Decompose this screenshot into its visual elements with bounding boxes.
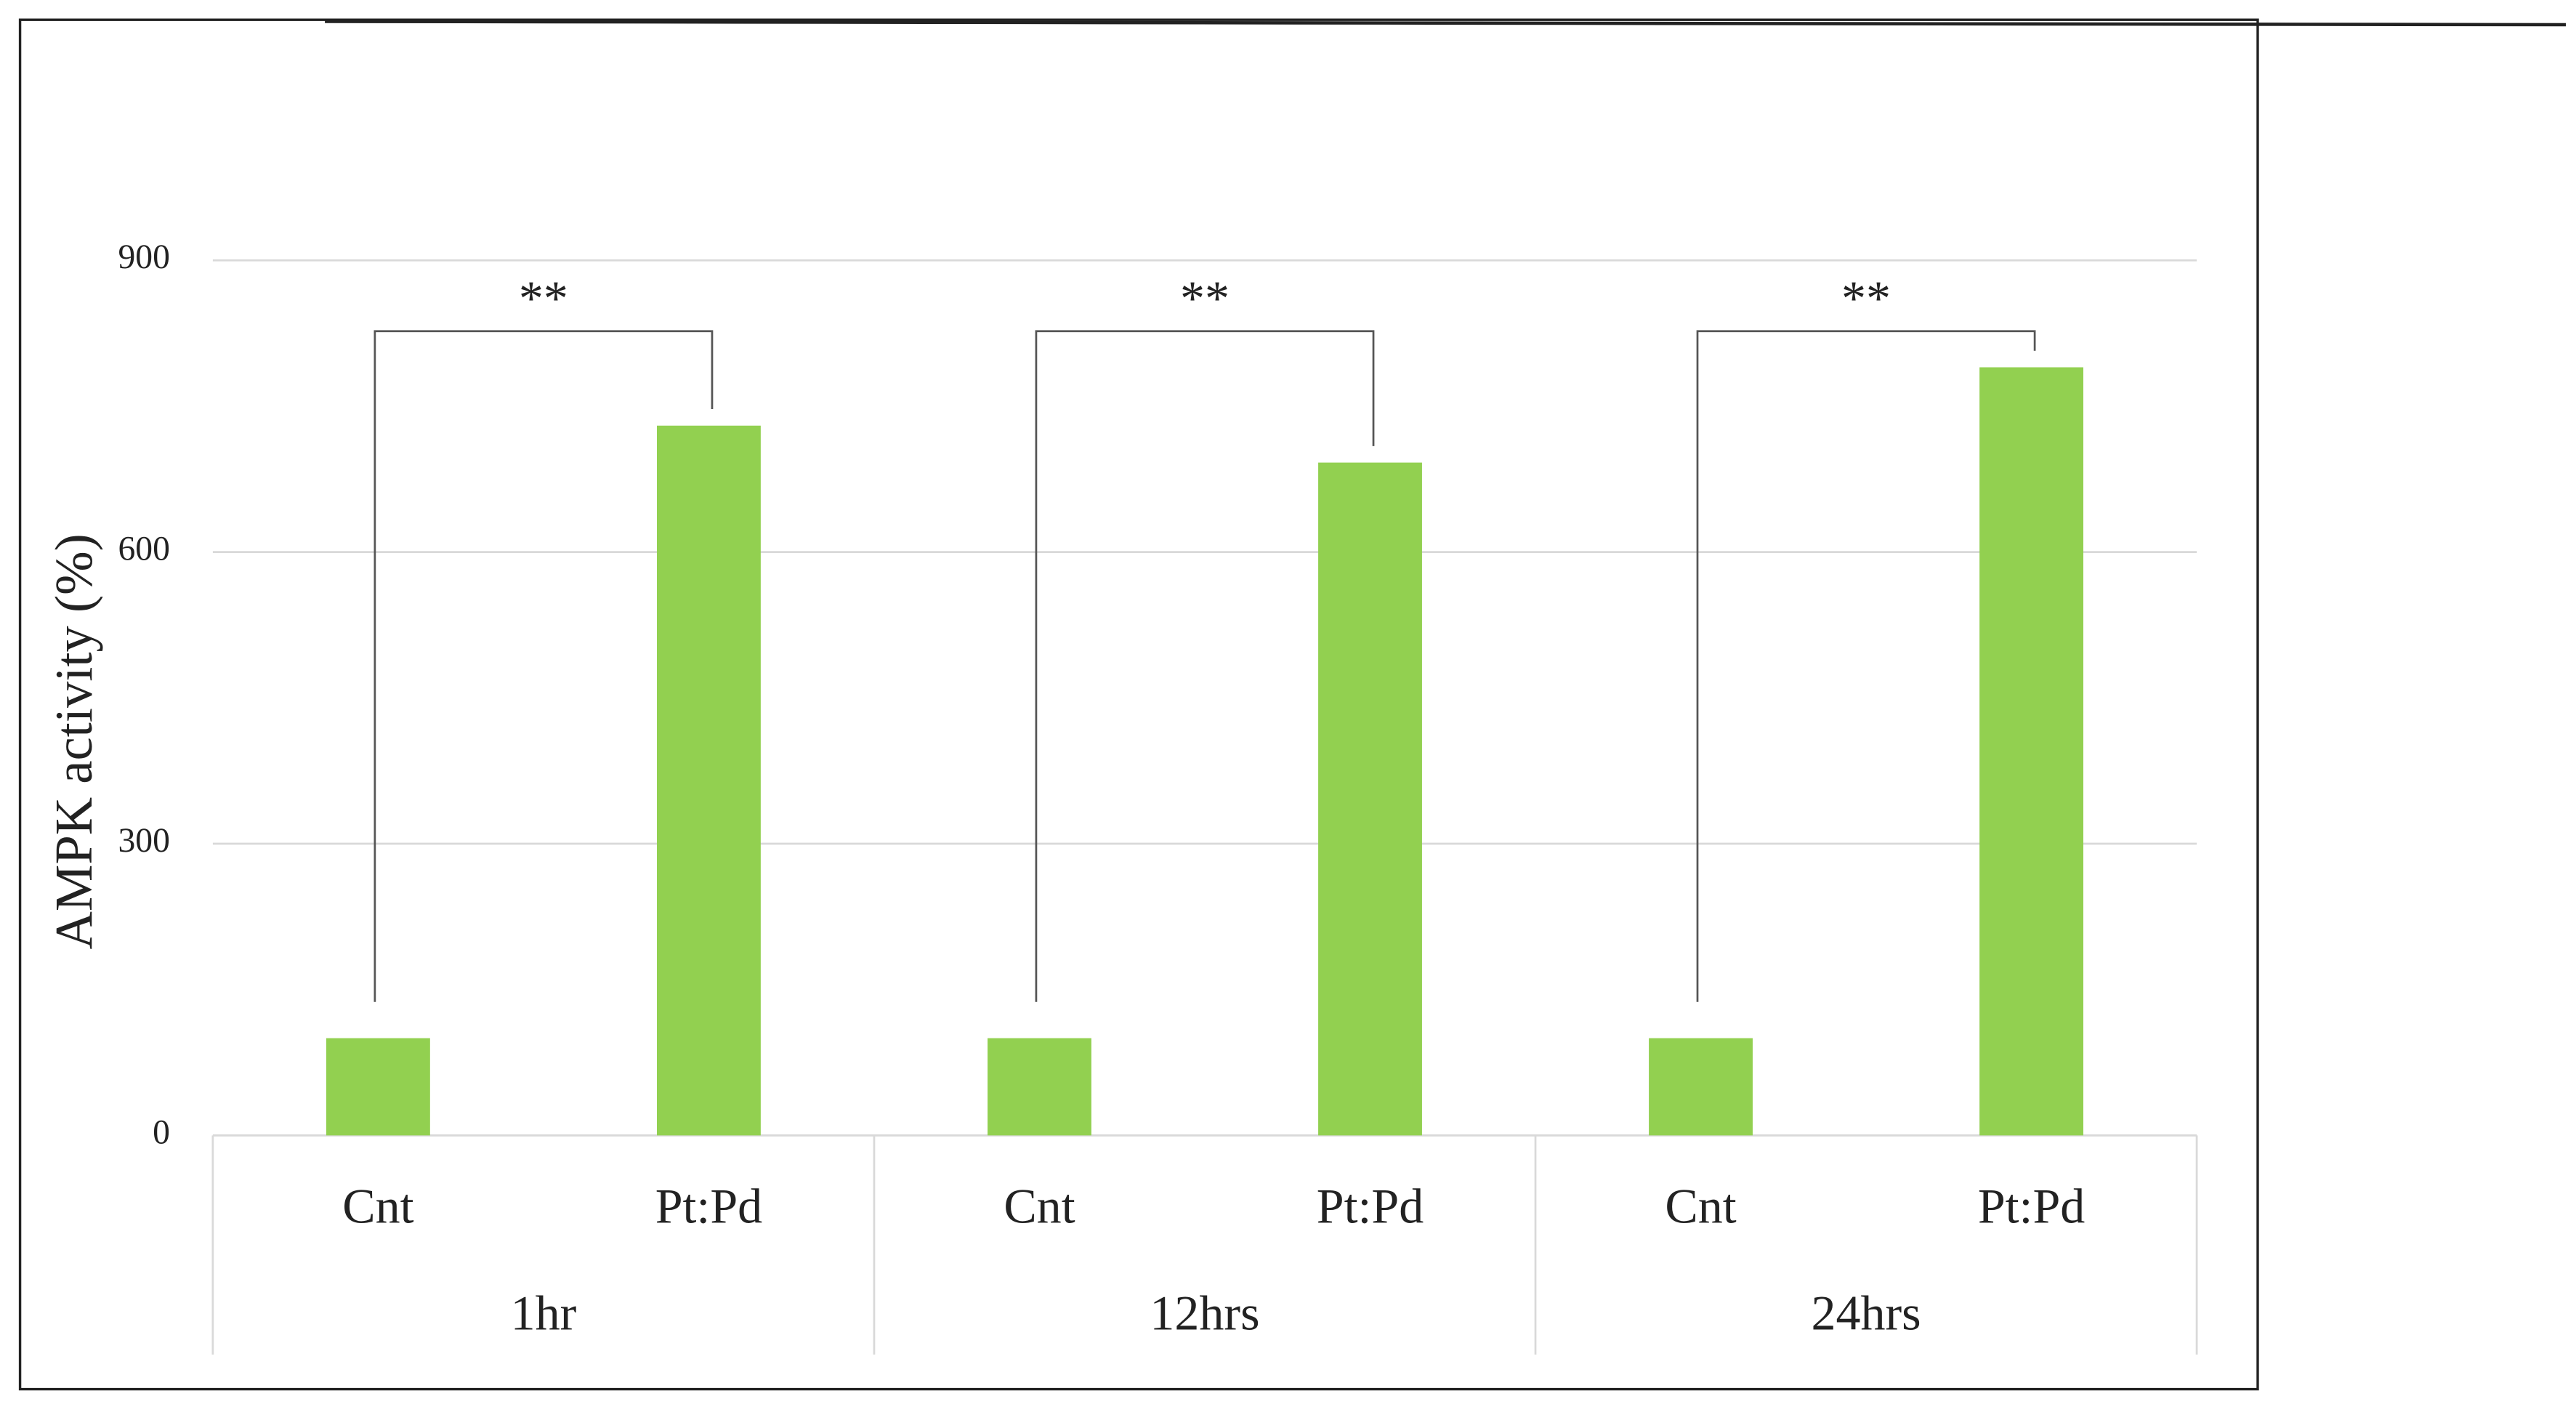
bar — [1979, 367, 2083, 1136]
y-tick-label: 300 — [118, 822, 170, 860]
top-rule — [325, 20, 2567, 27]
bar — [657, 425, 761, 1136]
y-tick-label: 600 — [118, 530, 170, 568]
x-tick-label: Cnt — [1665, 1178, 1736, 1233]
x-tick-label: Pt:Pd — [1317, 1178, 1424, 1233]
frame — [18, 18, 2259, 1391]
bar — [326, 1038, 430, 1136]
significance-bracket — [1696, 330, 2036, 1002]
group-label: 12hrs — [1150, 1286, 1259, 1341]
bar — [1318, 462, 1422, 1136]
significance-bracket — [374, 330, 714, 1002]
significance-bracket — [1035, 330, 1375, 1002]
group-label: 24hrs — [1811, 1286, 1921, 1341]
y-tick-label: 0 — [153, 1113, 170, 1151]
x-tick-label: Pt:Pd — [1978, 1178, 2085, 1233]
significance-label: ** — [519, 270, 568, 326]
x-tick-label: Cnt — [342, 1178, 413, 1233]
y-tick-label: 900 — [118, 238, 170, 276]
x-tick-label: Cnt — [1004, 1178, 1075, 1233]
bar — [1649, 1038, 1753, 1136]
bar — [988, 1038, 1091, 1136]
significance-label: ** — [1180, 270, 1230, 326]
significance-label: ** — [1841, 270, 1891, 326]
group-label: 1hr — [511, 1286, 577, 1341]
x-tick-label: Pt:Pd — [655, 1178, 762, 1233]
y-axis-label: AMPK activity (%) — [44, 533, 103, 949]
